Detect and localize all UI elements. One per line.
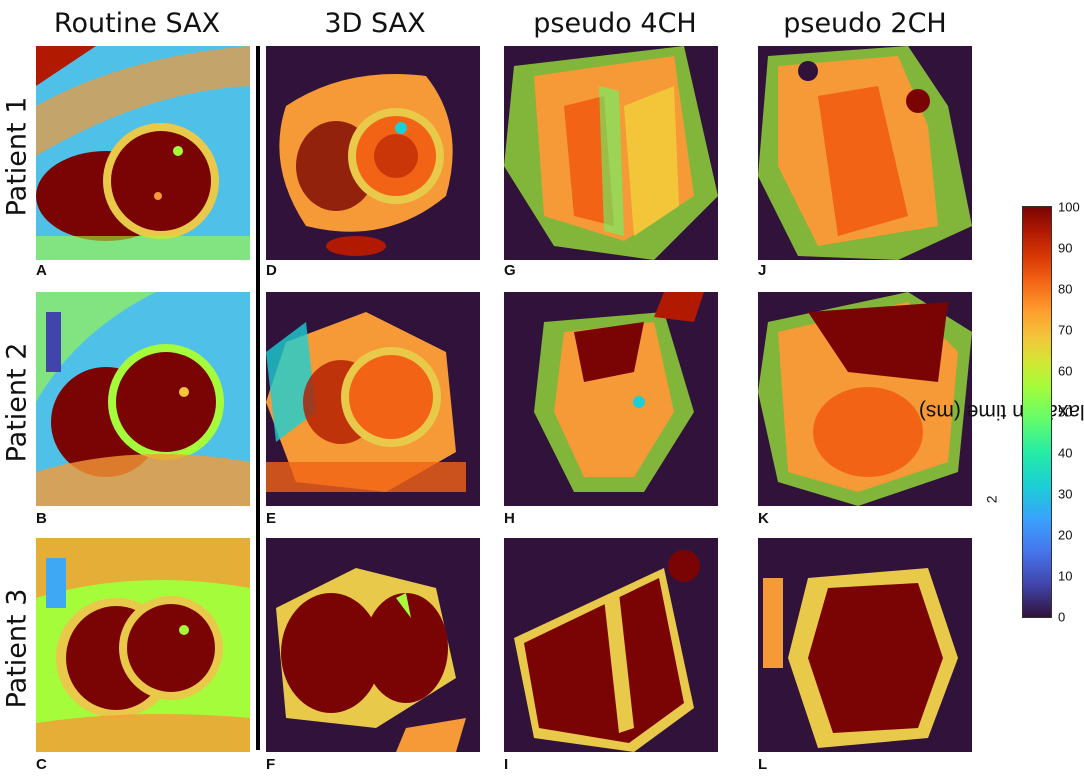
panel-letter-h: H (504, 510, 515, 527)
panel-letter-d: D (266, 262, 277, 279)
colorbar-label: T2 relaxation time (ms) (918, 400, 1084, 504)
panel-j-pseudo-2ch-patient-1 (758, 46, 972, 260)
panel-letter-e: E (266, 510, 277, 527)
panel-letter-k: K (758, 510, 769, 527)
colorbar-tick-20: 20 (1058, 527, 1073, 543)
panel-i-pseudo-4ch-patient-3 (504, 538, 718, 752)
panel-letter-j: J (758, 262, 767, 279)
colorbar-tick-0: 0 (1058, 609, 1066, 625)
panel-d-3d-sax-patient-1 (266, 46, 480, 260)
panel-letter-a: A (36, 262, 47, 279)
colorbar-tick-10: 10 (1058, 568, 1073, 584)
panel-f-3d-sax-patient-3 (266, 538, 480, 752)
column-divider (256, 46, 260, 750)
panel-c-routine-sax-patient-3 (36, 538, 250, 752)
row-title-patient-2: Patient 2 (1, 342, 33, 462)
panel-k-pseudo-2ch-patient-2 (758, 292, 972, 506)
column-title-3d-sax: 3D SAX (324, 8, 426, 39)
colorbar-tick-80: 80 (1058, 281, 1073, 297)
colorbar-tick-90: 90 (1058, 240, 1073, 256)
panel-letter-f: F (266, 756, 276, 773)
panel-a-routine-sax-patient-1 (36, 46, 250, 260)
row-title-patient-3: Patient 3 (1, 588, 33, 708)
column-title-pseudo-4ch: pseudo 4CH (533, 8, 697, 39)
panel-l-pseudo-2ch-patient-3 (758, 538, 972, 752)
colorbar-tick-60: 60 (1058, 363, 1073, 379)
panel-letter-l: L (758, 756, 768, 773)
panel-e-3d-sax-patient-2 (266, 292, 480, 506)
panel-g-pseudo-4ch-patient-1 (504, 46, 718, 260)
panel-letter-b: B (36, 510, 47, 527)
column-title-pseudo-2ch: pseudo 2CH (783, 8, 947, 39)
colorbar (1022, 206, 1052, 618)
colorbar-tick-40: 40 (1058, 445, 1073, 461)
panel-letter-c: C (36, 756, 47, 773)
colorbar-tick-50: 50 (1058, 404, 1073, 420)
panel-letter-g: G (504, 262, 516, 279)
row-title-patient-1: Patient 1 (1, 96, 33, 216)
colorbar-tick-100: 100 (1058, 199, 1080, 215)
panel-h-pseudo-4ch-patient-2 (504, 292, 718, 506)
column-title-routine-sax: Routine SAX (53, 8, 221, 39)
colorbar-tick-70: 70 (1058, 322, 1073, 338)
panel-letter-i: I (504, 756, 509, 773)
colorbar-tick-30: 30 (1058, 486, 1073, 502)
panel-b-routine-sax-patient-2 (36, 292, 250, 506)
